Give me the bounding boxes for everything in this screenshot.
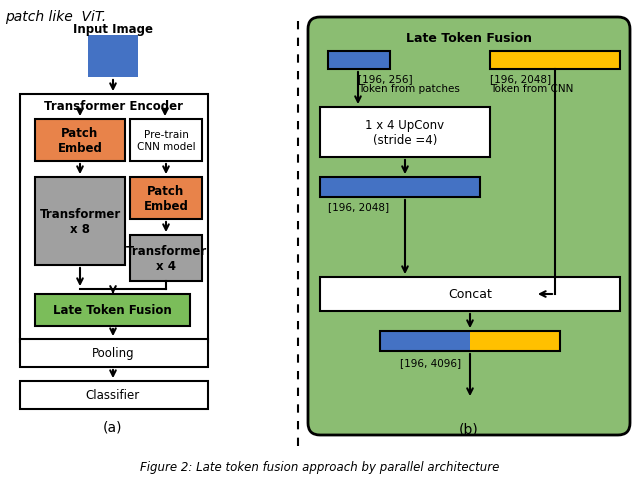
Bar	[380, 332, 560, 351]
Bar	[88, 36, 138, 78]
Bar	[20, 95, 208, 342]
Text: Late Token Fusion: Late Token Fusion	[52, 304, 172, 317]
Bar	[320, 108, 490, 158]
Text: patch like  ViT.: patch like ViT.	[5, 10, 106, 24]
Text: Input Image: Input Image	[73, 23, 153, 36]
Text: Late Token Fusion: Late Token Fusion	[406, 31, 532, 45]
Text: Figure 2: Late token fusion approach by parallel architecture: Figure 2: Late token fusion approach by …	[140, 461, 500, 473]
Bar	[35, 178, 125, 265]
Text: Transformer
x 4: Transformer x 4	[125, 244, 207, 272]
Bar	[130, 178, 202, 220]
Text: Token from CNN: Token from CNN	[490, 84, 573, 94]
Text: [196, 256]: [196, 256]	[358, 74, 413, 84]
Bar	[20, 339, 208, 367]
Bar	[380, 332, 470, 351]
Bar	[490, 52, 620, 70]
Text: 1 x 4 UpConv
(stride =4): 1 x 4 UpConv (stride =4)	[365, 119, 445, 147]
Text: Token from patches: Token from patches	[358, 84, 460, 94]
Text: Pooling: Pooling	[92, 347, 134, 360]
FancyBboxPatch shape	[308, 18, 630, 435]
Text: Classifier: Classifier	[86, 389, 140, 402]
Bar	[20, 381, 208, 409]
Text: [196, 2048]: [196, 2048]	[490, 74, 551, 84]
Text: Concat: Concat	[448, 288, 492, 301]
Bar	[35, 294, 190, 326]
Text: [196, 4096]: [196, 4096]	[400, 357, 461, 367]
Bar	[320, 178, 480, 197]
Bar	[35, 120, 125, 162]
Bar	[130, 236, 202, 281]
Text: Transformer Encoder: Transformer Encoder	[44, 100, 182, 113]
Text: Patch
Embed: Patch Embed	[143, 184, 188, 212]
Text: Transformer
x 8: Transformer x 8	[40, 208, 120, 236]
Bar	[470, 332, 560, 351]
Bar	[130, 120, 202, 162]
Bar	[320, 277, 620, 311]
Text: (a): (a)	[103, 420, 123, 434]
Text: [196, 2048]: [196, 2048]	[328, 201, 389, 212]
Text: Pre-train
CNN model: Pre-train CNN model	[137, 130, 195, 151]
Text: Patch
Embed: Patch Embed	[58, 127, 102, 155]
Text: (b): (b)	[459, 422, 479, 436]
Bar	[328, 52, 390, 70]
